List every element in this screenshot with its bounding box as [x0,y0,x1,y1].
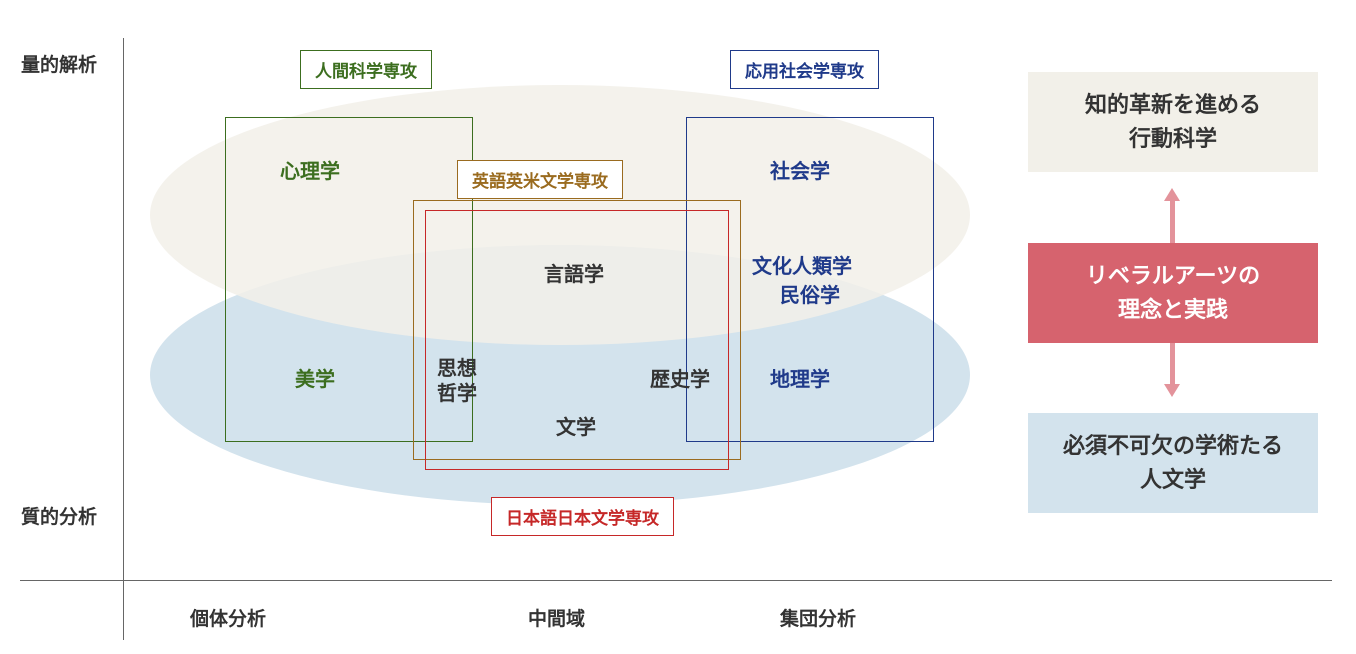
side-bot-line1: 必須不可欠の学術たる [1063,433,1283,458]
field-folklore: 民俗学 [780,279,840,308]
side-top-line2: 行動科学 [1129,126,1217,151]
y-axis-label-bottom: 質的分析 [21,502,97,529]
side-box-liberal-arts: リベラルアーツの 理念と実践 [1028,243,1318,343]
field-literature: 文学 [556,411,596,440]
side-box-behavioral-science: 知的革新を進める 行動科学 [1028,72,1318,172]
arrow-down-icon [1164,384,1180,397]
major-human-sciences: 人間科学専攻 [300,50,432,89]
x-axis-label-left: 個体分析 [190,604,266,631]
side-mid-line1: リベラルアーツの [1086,263,1260,288]
y-axis-line [123,38,124,640]
arrow-shaft-bottom [1170,343,1175,386]
diagram-root: 人間科学専攻 応用社会学専攻 英語英米文学専攻 日本語日本文学専攻 心理学 美学… [0,0,1356,654]
field-history: 歴史学 [650,363,710,392]
field-geography: 地理学 [770,363,830,392]
side-top-line1: 知的革新を進める [1085,92,1261,117]
x-axis-line [20,580,1332,581]
side-bot-line2: 人文学 [1140,467,1206,492]
arrow-shaft-top [1170,199,1175,243]
field-linguistics: 言語学 [544,258,604,287]
major-applied-sociology: 応用社会学専攻 [730,50,879,89]
field-psychology: 心理学 [280,155,340,184]
field-cultural-anthropology: 文化人類学 [752,250,852,279]
side-box-humanities: 必須不可欠の学術たる 人文学 [1028,413,1318,513]
arrow-up-icon [1164,188,1180,201]
side-mid-line2: 理念と実践 [1118,297,1228,322]
field-sociology: 社会学 [770,155,830,184]
x-axis-label-right: 集団分析 [780,604,856,631]
major-japanese-lit: 日本語日本文学専攻 [491,497,674,536]
x-axis-label-mid: 中間域 [528,604,585,631]
major-english-lit: 英語英米文学専攻 [457,160,623,199]
y-axis-label-top: 量的解析 [21,50,97,77]
field-aesthetics: 美学 [295,363,335,392]
field-philosophy: 哲学 [437,377,477,406]
